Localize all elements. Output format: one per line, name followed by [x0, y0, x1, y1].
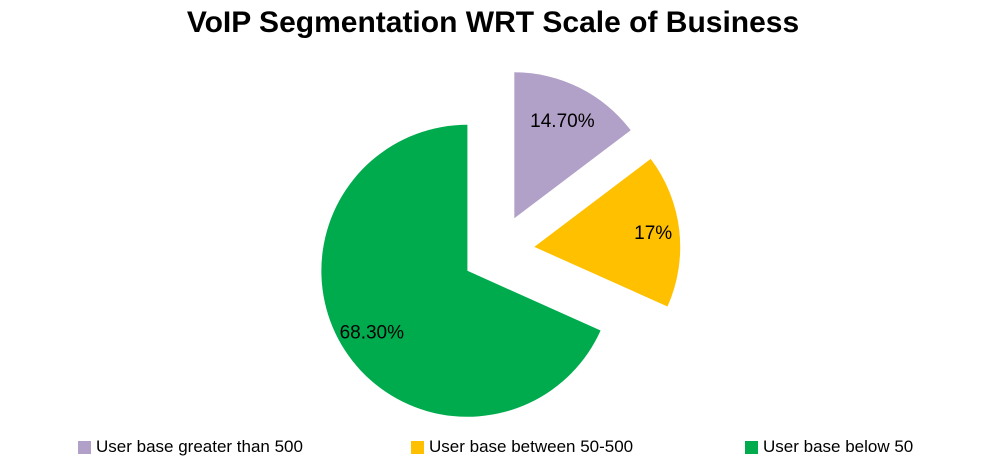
legend-swatch-icon	[745, 440, 758, 454]
pie-slice-label-2: 68.30%	[340, 322, 405, 343]
legend-item-user-base-between-50-500: User base between 50-500	[411, 437, 634, 456]
pie-slice-1	[534, 158, 681, 307]
pie-slice-0	[514, 72, 631, 219]
pie-slice-label-1: 17%	[634, 223, 672, 244]
legend-label: User base below 50	[763, 437, 914, 456]
legend-swatch-icon	[78, 440, 91, 454]
legend-swatch-icon	[411, 440, 424, 454]
legend: User base greater than 500 User base bet…	[0, 437, 986, 460]
legend-label: User base between 50-500	[429, 437, 634, 456]
legend-label: User base greater than 500	[96, 437, 303, 456]
pie-slice-2	[321, 124, 601, 417]
legend-item-user-base-greater-than-500: User base greater than 500	[78, 437, 303, 456]
chart-title: VoIP Segmentation WRT Scale of Business	[186, 6, 800, 39]
pie-slice-label-0: 14.70%	[530, 111, 595, 132]
legend-item-user-base-below-50: User base below 50	[745, 437, 914, 456]
